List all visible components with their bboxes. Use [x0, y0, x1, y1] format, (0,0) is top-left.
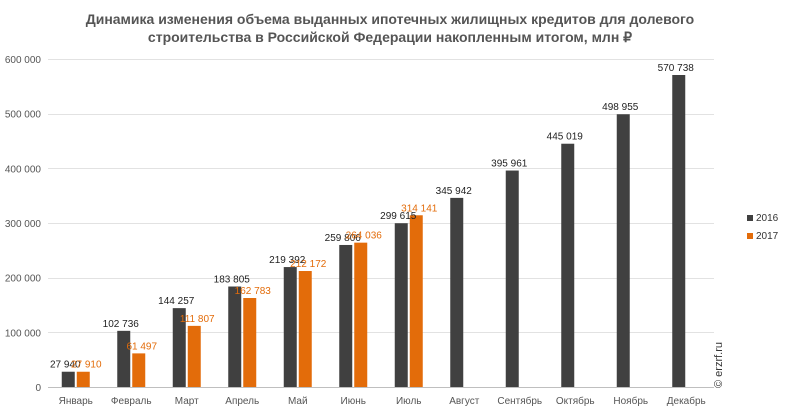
data-label-2017: 61 497 [126, 341, 157, 352]
data-label-2017: 162 783 [235, 286, 272, 297]
bar-2017 [132, 353, 146, 387]
data-label-2016: 445 019 [547, 132, 584, 143]
data-label-2017: 314 141 [401, 203, 438, 214]
data-label-2016: 144 257 [158, 296, 195, 307]
legend: 2016 2017 [747, 213, 779, 242]
bar-2017 [409, 215, 423, 387]
bar-2016 [228, 286, 242, 387]
x-tick-label: Март [175, 396, 199, 407]
legend-swatch-2016 [747, 215, 753, 221]
x-tick-label: Февраль [111, 396, 152, 407]
data-label-2016: 345 942 [436, 186, 473, 197]
y-tick-label: 600 000 [5, 55, 42, 66]
y-tick-label: 200 000 [5, 274, 42, 285]
y-axis: 0 100 000 200 000 300 000 400 000 500 000 600 … [5, 55, 42, 394]
y-tick-label: 300 000 [5, 219, 42, 230]
x-tick-label: Май [288, 396, 308, 407]
data-label-2016: 395 961 [491, 159, 528, 170]
data-label-2016: 498 955 [602, 102, 639, 113]
bar-2016 [616, 114, 630, 388]
legend-swatch-2017 [747, 233, 753, 239]
chart-title-line-2: строительства в Российской Федерации нак… [147, 29, 633, 45]
y-tick-label: 0 [35, 383, 41, 394]
data-label-2016: 183 805 [214, 275, 251, 286]
bar-2016 [283, 267, 297, 387]
x-tick-label: Сентябрь [497, 395, 542, 407]
bar-2016 [505, 170, 519, 387]
data-label-2017: 27 910 [71, 360, 102, 371]
bar-2017 [298, 271, 312, 387]
copyright-text: © erzrf.ru [713, 342, 725, 388]
x-tick-label: Апрель [225, 396, 259, 407]
grid-lines [48, 59, 714, 333]
x-axis: Январь Февраль Март Апрель Май Июнь Июль Август… [48, 387, 714, 407]
data-label-2016: 102 736 [103, 319, 140, 330]
bar-2016 [672, 74, 686, 388]
bar-2016 [117, 330, 131, 387]
bar-2017 [76, 371, 90, 387]
data-label-2016: 570 738 [658, 63, 695, 74]
data-label-2016: 27 940 [50, 360, 81, 371]
bar-2016 [450, 197, 464, 387]
bar-2016 [339, 244, 353, 387]
chart-title-line-1: Динамика изменения объема выданных ипоте… [85, 11, 695, 27]
y-tick-label: 500 000 [5, 110, 42, 121]
data-label-2017: 264 036 [346, 231, 383, 242]
x-tick-label: Август [449, 396, 480, 407]
data-label-2016: 259 806 [325, 233, 362, 244]
y-tick-label: 100 000 [5, 328, 42, 339]
x-tick-label: Июль [396, 396, 422, 407]
x-tick-label: Ноябрь [613, 395, 648, 407]
bar-2017 [243, 298, 257, 387]
data-labels: 27 940 102 736 144 257 183 805 219 392 259 80… [50, 63, 694, 371]
bars [61, 74, 686, 388]
data-label-2017: 111 807 [180, 314, 215, 325]
data-label-2016: 299 615 [380, 211, 417, 222]
bar-2016 [561, 143, 575, 387]
legend-label-2017: 2017 [756, 231, 779, 242]
legend-label-2016: 2016 [756, 213, 779, 224]
y-tick-label: 400 000 [5, 164, 42, 175]
x-tick-label: Январь [59, 396, 93, 407]
bar-2017 [354, 242, 368, 387]
bar-2016 [394, 223, 408, 387]
x-tick-label: Октябрь [556, 395, 595, 407]
bar-2016 [172, 308, 186, 387]
bar-2017 [187, 325, 201, 387]
chart-title: Динамика изменения объема выданных ипоте… [40, 10, 740, 46]
data-label-2017: 212 172 [290, 259, 327, 270]
data-label-2016: 219 392 [269, 255, 306, 266]
bar-2016 [61, 371, 75, 387]
x-tick-label: Июнь [341, 396, 366, 407]
x-tick-label: Декабрь [667, 395, 706, 407]
